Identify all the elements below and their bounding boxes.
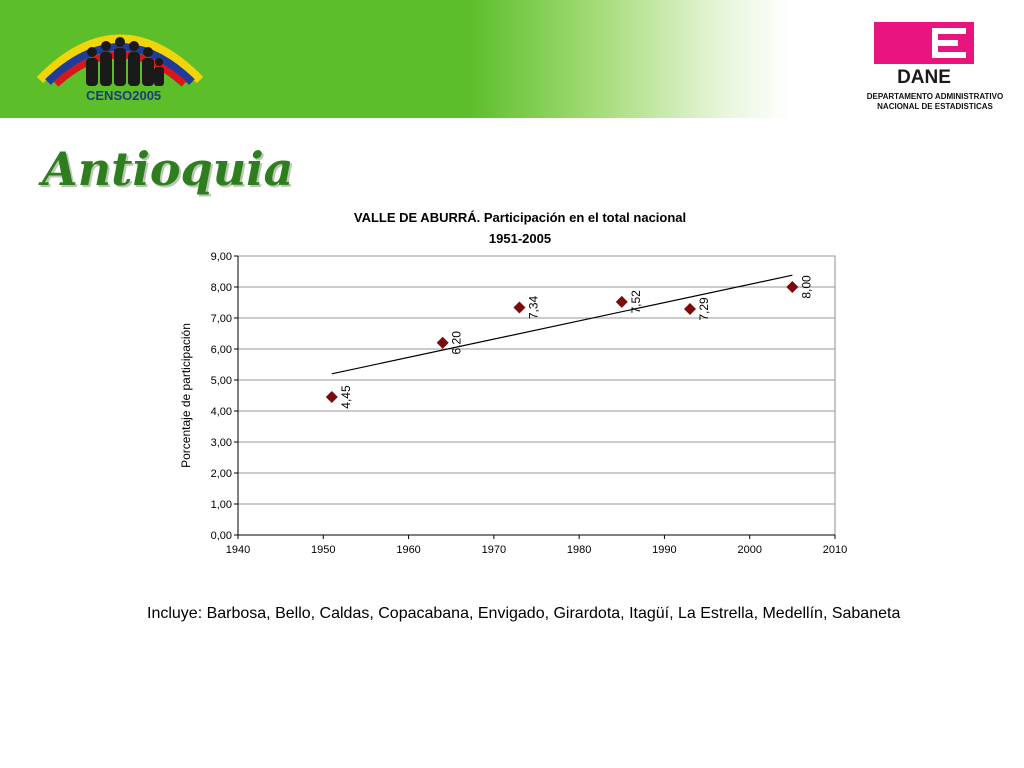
x-tick-label: 2000: [737, 544, 761, 556]
dane-subtitle-line2: NACIONAL DE ESTADISTICAS: [877, 102, 993, 111]
censo-logo: [36, 34, 204, 87]
x-tick-label: 1980: [567, 544, 591, 556]
footnote: Incluye: Barbosa, Bello, Caldas, Copacab…: [147, 605, 901, 622]
data-label: 8,00: [799, 275, 813, 299]
data-point-marker: [325, 391, 338, 404]
data-point-marker: [786, 281, 799, 293]
chart-subtitle: 1951-2005: [488, 231, 552, 246]
trendline: [331, 274, 793, 375]
data-point-marker: [436, 336, 449, 349]
data-label: 6,20: [450, 331, 464, 355]
y-tick-label: 3,00: [211, 437, 232, 449]
data-point-marker: [513, 301, 526, 314]
slide-title: Antioquia: [42, 142, 294, 196]
y-tick-label: 9,00: [211, 251, 232, 263]
dane-logo: DANE: [874, 22, 974, 86]
y-tick-label: 7,00: [211, 313, 232, 325]
y-tick-label: 4,00: [211, 406, 232, 418]
x-tick-label: 2010: [823, 544, 847, 556]
chart-title: VALLE DE ABURRÁ. Participación en el tot…: [353, 210, 687, 225]
x-tick-label: 1960: [396, 544, 420, 556]
y-tick-label: 5,00: [211, 375, 232, 387]
y-axis-label: Porcentaje de participación: [179, 323, 193, 468]
data-label: 7,52: [629, 290, 643, 314]
dane-subtitle: DEPARTAMENTO ADMINISTRATIVO NACIONAL DE …: [850, 92, 1020, 112]
x-tick-label: 1970: [482, 544, 506, 556]
censo-logo-text: CENSO2005: [86, 88, 162, 103]
header-banner: CENSO2005 DANE DEPARTAMENTO ADMINISTRATI…: [0, 0, 1024, 118]
y-tick-label: 0,00: [211, 530, 232, 542]
x-tick-label: 1990: [652, 544, 676, 556]
data-label: 7,34: [526, 295, 540, 319]
dane-subtitle-line1: DEPARTAMENTO ADMINISTRATIVO: [866, 92, 1004, 101]
plot-area: [237, 255, 836, 536]
y-tick-label: 6,00: [211, 344, 232, 356]
data-label: 4,45: [339, 385, 353, 409]
scatter-chart: 0,00 1,00 2,00 3,00 4,00 5,00 6,00 7,00 8,00 9,00…: [179, 251, 847, 556]
x-tick-label: 1950: [311, 544, 335, 556]
chart-title-block: VALLE DE ABURRÁ. Participación en el tot…: [300, 207, 740, 249]
data-label: 7,29: [697, 297, 711, 321]
y-tick-label: 8,00: [211, 282, 232, 294]
data-point-marker: [684, 303, 697, 316]
y-tick-label: 1,00: [211, 499, 232, 511]
y-tick-label: 2,00: [211, 468, 232, 480]
dane-logo-text: DANE: [897, 67, 951, 86]
x-tick-label: 1940: [226, 544, 250, 556]
data-point-marker: [615, 295, 628, 308]
